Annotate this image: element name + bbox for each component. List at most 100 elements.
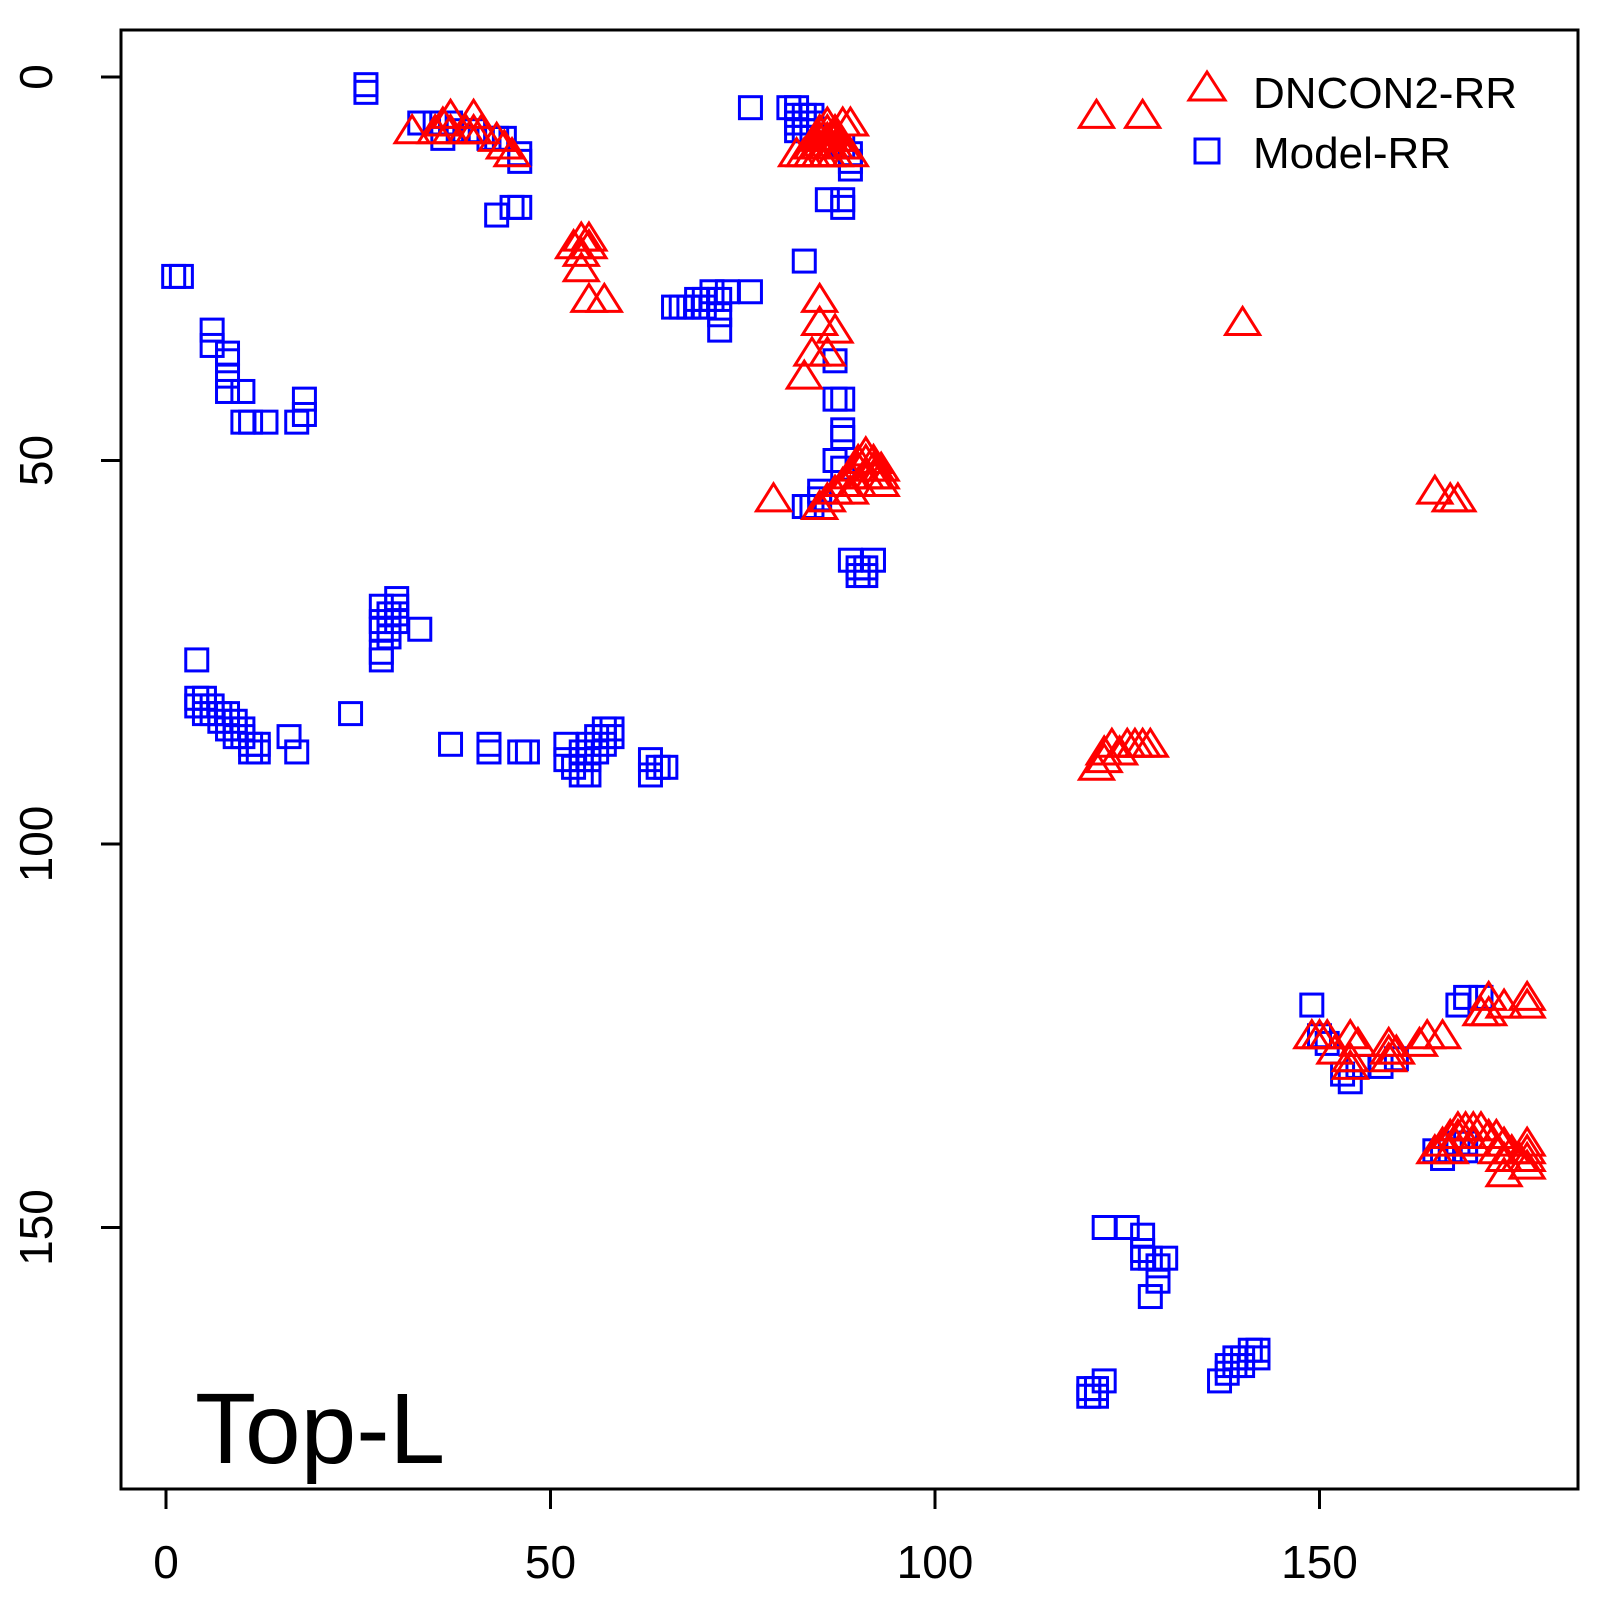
series-model-rr — [161, 72, 1494, 1409]
square-point — [599, 716, 625, 742]
square-point — [1076, 1383, 1102, 1409]
square-point — [599, 724, 625, 750]
square-point — [653, 754, 679, 780]
square-point — [684, 286, 710, 312]
square-point — [184, 647, 210, 673]
square-point — [353, 72, 379, 98]
square-point — [591, 731, 617, 757]
square-point — [830, 417, 856, 443]
square-point — [353, 79, 379, 105]
legend-label-dncon2-rr: DNCON2-RR — [1253, 69, 1517, 118]
square-point — [791, 102, 817, 128]
square-point — [1114, 1215, 1140, 1240]
square-point — [199, 701, 225, 727]
square-point — [860, 547, 886, 573]
square-point — [368, 647, 394, 673]
square-point — [1222, 1345, 1248, 1371]
square-point — [791, 248, 817, 274]
square-point — [553, 747, 579, 773]
triangle-point — [1330, 1048, 1370, 1080]
square-point — [199, 332, 225, 358]
square-point — [199, 317, 225, 343]
square-point — [845, 555, 871, 581]
panel-label: Top-L — [195, 1373, 445, 1485]
square-point — [376, 601, 402, 627]
square-point — [1245, 1337, 1271, 1363]
square-point — [676, 294, 702, 320]
square-point — [284, 739, 310, 765]
square-point — [837, 547, 863, 573]
square-point — [230, 378, 256, 404]
square-point — [238, 739, 264, 765]
triangle-point — [815, 312, 855, 344]
square-point — [1137, 1284, 1163, 1310]
square-point — [1237, 1337, 1263, 1363]
square-point — [1083, 1383, 1109, 1409]
x-tick-label: 100 — [897, 1536, 974, 1588]
square-point — [384, 601, 410, 627]
square-point — [222, 716, 248, 742]
triangle-point — [861, 458, 901, 490]
triangle-point — [476, 120, 517, 152]
triangle-point — [1130, 726, 1171, 758]
series-dncon2-rr — [392, 97, 1547, 1188]
square-point — [845, 563, 871, 589]
square-point — [1337, 1069, 1363, 1095]
square-point — [1137, 1245, 1163, 1271]
square-point — [822, 386, 848, 412]
y-tick-label: 150 — [10, 1189, 62, 1266]
triangle-point — [861, 450, 901, 482]
triangle-point — [569, 220, 609, 252]
square-point — [661, 294, 687, 320]
square-point — [830, 424, 856, 450]
square-point — [476, 731, 502, 757]
square-point — [584, 739, 610, 765]
square-point — [1130, 1222, 1156, 1248]
square-point — [368, 616, 394, 642]
square-point — [222, 724, 248, 750]
triangle-point — [1422, 1017, 1463, 1050]
legend: DNCON2-RR Model-RR — [1186, 69, 1517, 178]
square-point — [215, 701, 241, 727]
triangle-point — [799, 304, 840, 336]
triangle-point — [753, 481, 794, 513]
square-point — [576, 731, 602, 757]
square-point — [576, 762, 602, 788]
square-point — [776, 95, 802, 121]
square-point — [1230, 1345, 1256, 1371]
square-point — [568, 747, 594, 773]
square-point — [737, 95, 763, 121]
square-point — [245, 731, 271, 757]
square-point — [384, 593, 410, 619]
square-point — [1214, 1360, 1240, 1386]
plot-frame — [119, 28, 1580, 1491]
legend-label-model-rr: Model-RR — [1253, 129, 1451, 178]
square-point — [707, 286, 733, 312]
triangle-point — [584, 281, 625, 313]
square-point — [1299, 992, 1325, 1018]
square-point — [384, 609, 410, 635]
square-point — [707, 317, 733, 343]
square-point — [1153, 1245, 1179, 1271]
triangle-point — [1476, 1117, 1517, 1149]
legend-triangle-marker — [1186, 69, 1228, 102]
square-point — [253, 409, 279, 435]
square-point — [215, 363, 241, 389]
square-point — [1076, 1376, 1102, 1402]
square-point — [338, 701, 364, 727]
triangle-point — [1468, 979, 1509, 1011]
series-layer — [161, 72, 1547, 1409]
square-point — [245, 739, 271, 765]
square-point — [199, 693, 225, 719]
triangle-point — [1461, 1109, 1501, 1142]
square-point — [1130, 1245, 1156, 1271]
square-point — [707, 302, 733, 328]
square-point — [215, 348, 241, 374]
square-point — [784, 95, 810, 121]
triangle-point — [1507, 1148, 1547, 1180]
square-point — [714, 279, 740, 305]
square-point — [853, 563, 879, 589]
square-point — [215, 716, 241, 742]
triangle-point — [815, 120, 855, 152]
